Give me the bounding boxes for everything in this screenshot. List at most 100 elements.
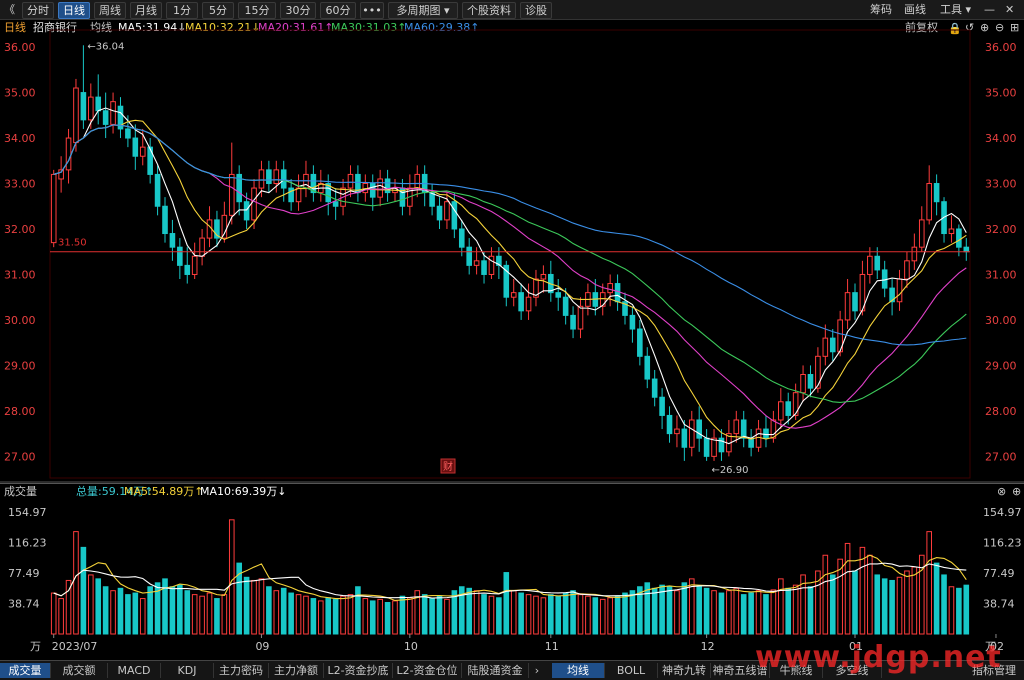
indicator-tab-0[interactable]: 成交量 <box>0 663 51 678</box>
indicator-tab-5[interactable]: 主力净额 <box>269 663 324 678</box>
volume-bar <box>933 562 940 635</box>
volume-tick-right: 38.74 <box>983 597 1015 610</box>
tab-0[interactable]: 分时 <box>22 2 54 19</box>
candle-body <box>325 183 332 203</box>
tools-menu-button[interactable]: 工具 ▾ <box>940 3 972 16</box>
price-tick-left: 33.00 <box>4 178 36 191</box>
tab-2[interactable]: 周线 <box>94 2 126 19</box>
ma20-value: MA20:31.61↑ <box>258 21 334 34</box>
overlay-tab-5[interactable]: 多空线 <box>823 663 882 678</box>
candle-body <box>102 110 109 125</box>
tab-9[interactable]: ••• <box>360 2 384 19</box>
volume-bar <box>896 576 903 635</box>
indicator-tab-4[interactable]: 主力密码 <box>214 663 269 678</box>
indicator-tab-3[interactable]: KDJ <box>161 663 214 678</box>
volume-bar <box>162 578 168 635</box>
overlay-tab-1[interactable]: BOLL <box>605 663 658 678</box>
indicator-tab-7[interactable]: L2-资金仓位 <box>393 663 462 678</box>
draw-line-button[interactable]: 画线 <box>904 3 926 16</box>
tab-10[interactable]: 多周期图 ▾ <box>388 2 458 19</box>
candle-body <box>607 283 613 294</box>
tab-11[interactable]: 个股资料 <box>462 2 516 19</box>
candle-body <box>436 205 443 221</box>
volume-bar <box>295 594 302 635</box>
candle-body <box>948 228 955 235</box>
tab-7[interactable]: 30分 <box>280 2 316 19</box>
volume-bar <box>488 595 495 635</box>
zoom-in-icon[interactable]: ⊕ <box>980 21 990 34</box>
indicator-tab-6[interactable]: L2-资金抄底 <box>324 663 393 678</box>
back-icon[interactable]: 《 <box>4 3 15 16</box>
price-tick-left: 31.00 <box>4 268 36 281</box>
overlay-tab-3[interactable]: 神奇五线谱 <box>711 663 770 678</box>
candle-body <box>740 419 747 439</box>
volume-tick-left: 38.74 <box>8 597 40 610</box>
volume-bar <box>191 594 198 635</box>
candle-body <box>58 169 64 180</box>
volume-bar <box>948 586 955 635</box>
indicator-tab-8[interactable]: 陆股通资金 <box>462 663 529 678</box>
candle-body <box>444 201 450 221</box>
scroll-right-icon[interactable]: › <box>534 664 540 677</box>
candle-body <box>169 233 176 248</box>
candle-body <box>369 183 376 198</box>
close-icon[interactable]: ✕ <box>1005 3 1015 16</box>
candle-body <box>295 187 302 203</box>
candle-body <box>139 146 146 157</box>
tab-6[interactable]: 15分 <box>238 2 276 19</box>
tab-3[interactable]: 月线 <box>130 2 162 19</box>
tab-1[interactable]: 日线 <box>58 2 90 19</box>
candle-body <box>933 183 940 203</box>
volume-bar <box>236 562 242 635</box>
lock-icon[interactable]: 🔒 <box>948 22 962 35</box>
overlay-tab-2[interactable]: 神奇九转 <box>658 663 711 678</box>
finance-badge[interactable] <box>440 458 456 474</box>
tab-8[interactable]: 60分 <box>320 2 356 19</box>
tab-12[interactable]: 诊股 <box>520 2 552 19</box>
candle-body <box>555 292 562 298</box>
candle-body <box>88 96 94 121</box>
candle-body <box>177 246 183 266</box>
undo-icon[interactable]: ↺ <box>965 21 975 34</box>
candle-body <box>718 437 725 453</box>
ma-label[interactable]: 均线 <box>90 21 112 34</box>
volume-tick-right: 万 <box>985 640 996 653</box>
volume-bar <box>251 579 257 635</box>
indicator-tab-1[interactable]: 成交额 <box>51 663 108 678</box>
chips-button[interactable]: 筹码 <box>870 3 892 16</box>
volume-bar <box>844 542 851 635</box>
candle-body <box>525 296 532 312</box>
price-tick-right: 34.00 <box>985 132 1017 145</box>
candle-body <box>347 173 354 189</box>
zoom-out-icon[interactable]: ⊖ <box>995 21 1005 34</box>
close-indicator-icon[interactable]: ⊗ <box>997 485 1007 498</box>
minimize-icon[interactable]: — <box>984 3 995 16</box>
indicator-menu-icon[interactable]: ⊕ <box>1012 485 1022 498</box>
volume-bar <box>332 598 339 635</box>
overlay-tab-0[interactable]: 均线 <box>552 663 605 678</box>
restore-mode-button[interactable]: 前复权 <box>905 21 938 34</box>
candle-body <box>733 419 740 435</box>
price-tick-right: 29.00 <box>985 359 1017 372</box>
volume-bar <box>562 592 569 635</box>
tab-5[interactable]: 5分 <box>202 2 234 19</box>
candle-body <box>147 146 153 175</box>
volume-bar <box>607 597 613 635</box>
overlay-tab-4[interactable]: 牛熊线 <box>770 663 823 678</box>
candle-body <box>829 337 836 353</box>
date-tick: 02 <box>990 640 1004 653</box>
volume-bar <box>117 587 124 635</box>
indicator-tab-2[interactable]: MACD <box>108 663 161 678</box>
tab-4[interactable]: 1分 <box>166 2 198 19</box>
volume-bar <box>763 594 769 635</box>
volume-bar <box>688 578 695 635</box>
volume-bar <box>904 570 910 635</box>
candle-body <box>125 128 131 139</box>
kline-chart[interactable]: 36.00 36.00 35.00 35.00 34.00 34.00 33.00 33.00… <box>0 20 1024 660</box>
price-tick-right: 30.00 <box>985 314 1017 327</box>
candle-body <box>518 292 524 312</box>
volume-bar <box>177 584 183 635</box>
expand-icon[interactable]: ⊞ <box>1010 21 1020 34</box>
volume-bar <box>599 598 606 635</box>
indicator-manage-button[interactable]: 指标管理 <box>972 664 1016 677</box>
